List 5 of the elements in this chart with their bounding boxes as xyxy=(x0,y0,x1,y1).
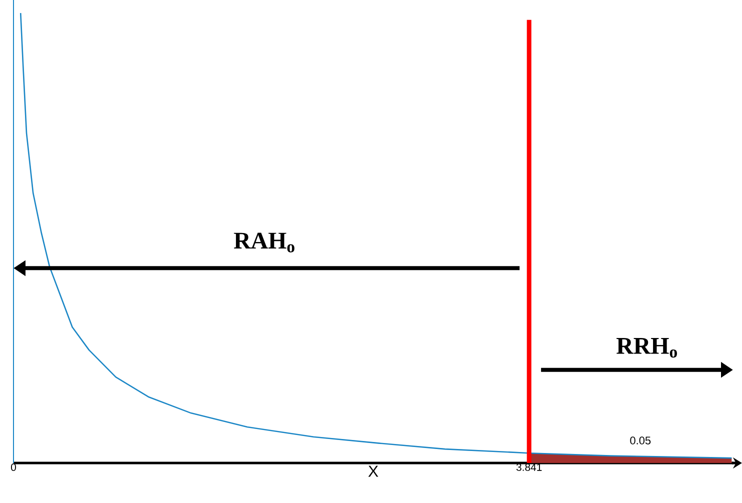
annotation: 0.05 xyxy=(630,436,651,444)
annotation: RAH$_{o}$ xyxy=(234,232,294,252)
x-tick-label: 0 xyxy=(10,464,16,471)
annotation: RRH$_{o}$ xyxy=(616,338,677,358)
x-axis-title: X xyxy=(368,466,378,477)
